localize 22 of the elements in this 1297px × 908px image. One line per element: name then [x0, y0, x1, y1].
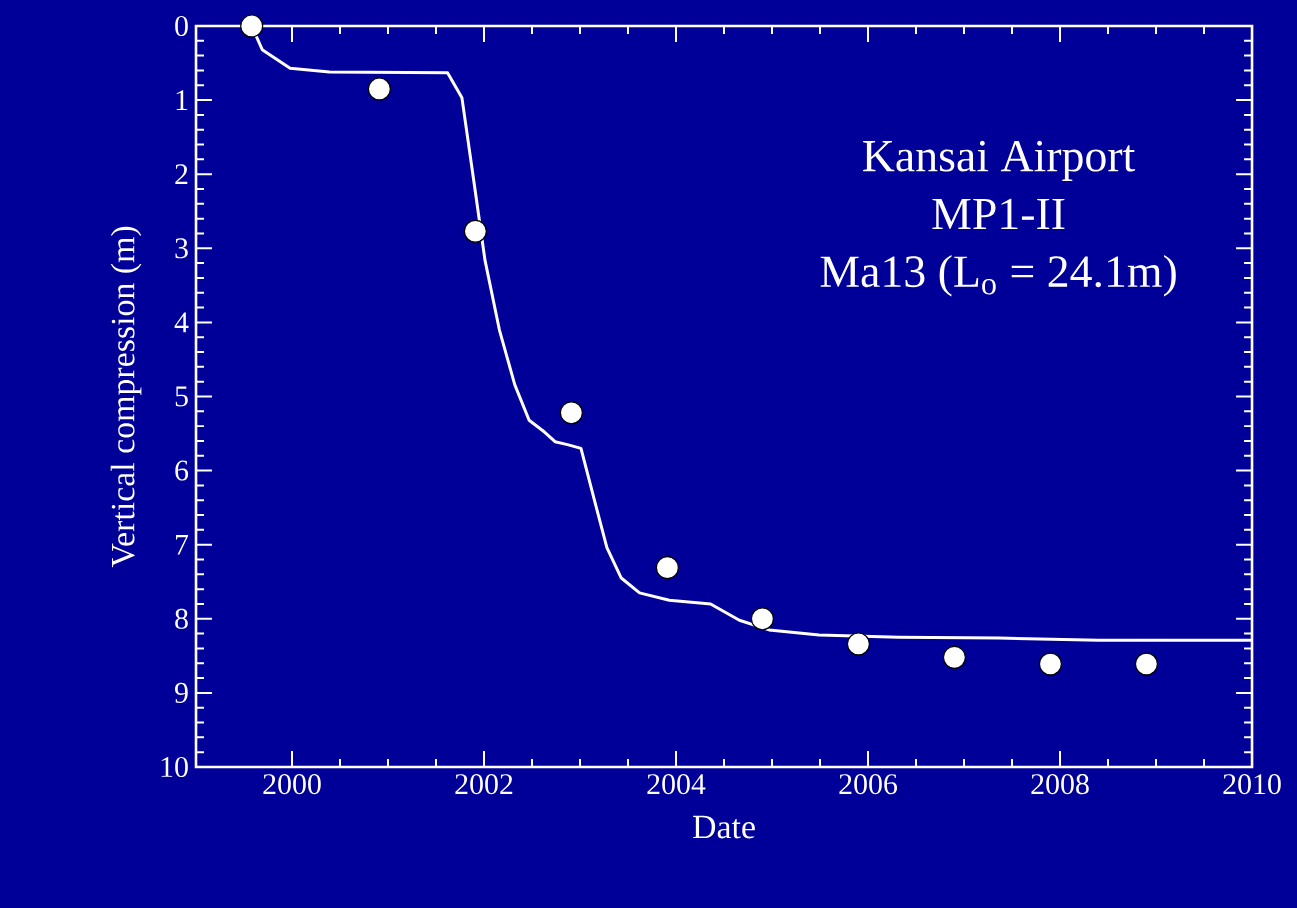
x-tick-label: 2008 [1031, 774, 1089, 795]
annotation: Kansai Airport [863, 140, 1136, 181]
x-tick-label: 2000 [263, 774, 321, 795]
x-tick-label: 2006 [839, 774, 898, 795]
x-tick-label: 2002 [455, 774, 513, 795]
annotation: Ma13 (L$_{o}$ = 24.1m) [820, 254, 1176, 297]
y-tick-label: 1 [176, 90, 188, 110]
y-tick-label: 6 [175, 460, 189, 481]
y-axis-title: Vertical compression (m) [110, 226, 142, 568]
y-tick-label: 4 [174, 312, 189, 333]
y-tick-label: 8 [175, 608, 188, 629]
x-axis-title: Date [693, 815, 755, 839]
y-tick-label: 2 [175, 164, 188, 185]
x-tick-label: 2010 [1223, 774, 1281, 795]
y-tick-label: 5 [175, 386, 188, 407]
y-tick-label: 10 [161, 756, 188, 778]
y-tick-label: 9 [174, 682, 188, 703]
x-tick-label: 2004 [647, 774, 706, 795]
y-tick-label: 7 [175, 534, 189, 555]
y-tick-label: 0 [175, 15, 188, 37]
annotation: MP1-II [932, 198, 1065, 229]
y-tick-label: 3 [175, 238, 188, 259]
